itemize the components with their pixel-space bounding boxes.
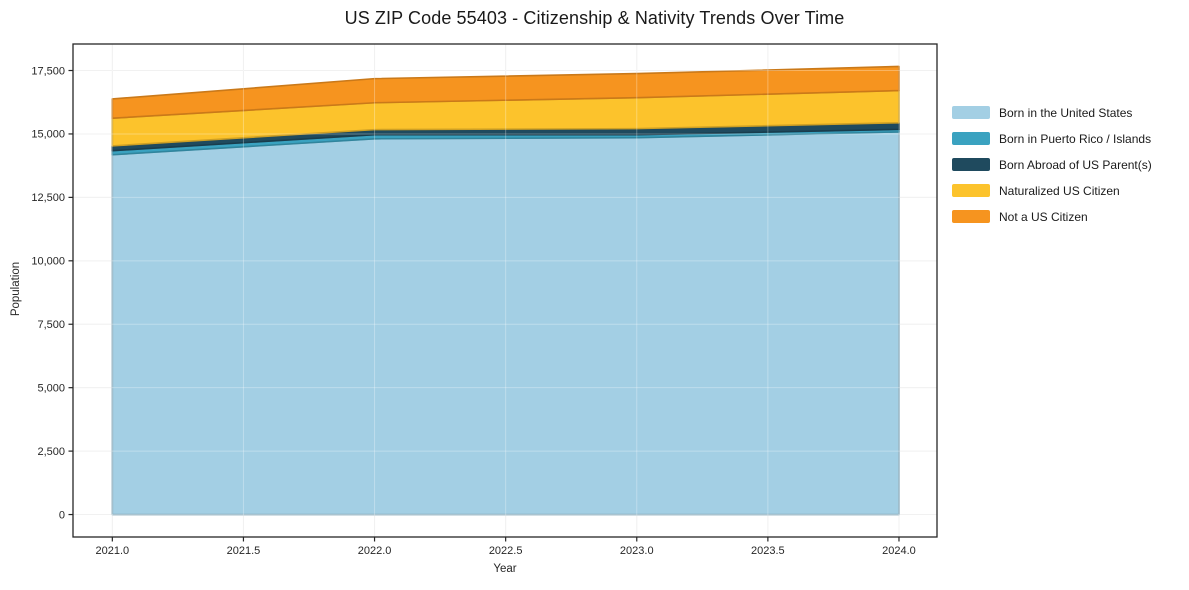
chart-title: US ZIP Code 55403 - Citizenship & Nativi…: [344, 8, 845, 28]
legend-swatch: [952, 132, 990, 145]
y-axis-label: Population: [10, 261, 22, 317]
area-not-a-us-citizen: [111, 65, 900, 120]
x-tick-label: 2021.0: [96, 545, 130, 557]
legend-swatch: [952, 184, 990, 197]
legend-swatch: [952, 210, 990, 223]
legend-item-born-in-the-united-states: Born in the United States: [952, 104, 1152, 121]
y-tick-label: 17,500: [31, 65, 65, 77]
y-tick-label: 5,000: [37, 382, 65, 394]
x-axis-ticks: 2021.0 2021.5 2022.0 2022.5 2023.0 2023.5 2024…: [96, 537, 916, 557]
legend-label: Born in Puerto Rico / Islands: [999, 131, 1152, 146]
y-tick-label: 12,500: [31, 192, 65, 204]
legend-item-naturalized-us-citizen: Naturalized US Citizen: [952, 182, 1152, 199]
gridlines-over: [73, 44, 937, 537]
legend-swatch: [952, 106, 990, 119]
legend-item-born-abroad-of-us-parents: Born Abroad of US Parent(s): [952, 156, 1152, 173]
legend: Born in the United States Born in Puerto…: [952, 104, 1152, 225]
y-axis-ticks: 0 2,500 5,000 7,500 10,000 12,500 15,000 17,500: [31, 65, 73, 521]
y-tick-label: 15,000: [31, 129, 65, 141]
x-tick-label: 2021.5: [227, 545, 261, 557]
x-tick-label: 2024.0: [882, 545, 916, 557]
x-tick-label: 2023.5: [751, 545, 785, 557]
legend-label: Not a US Citizen: [999, 209, 1088, 224]
x-tick-label: 2023.0: [620, 545, 654, 557]
legend-swatch: [952, 158, 990, 171]
legend-label: Naturalized US Citizen: [999, 183, 1120, 198]
legend-label: Born in the United States: [999, 105, 1133, 120]
legend-label: Born Abroad of US Parent(s): [999, 157, 1152, 172]
legend-item-born-in-puerto-rico-islands: Born in Puerto Rico / Islands: [952, 130, 1152, 147]
y-tick-label: 2,500: [37, 446, 65, 458]
y-tick-label: 7,500: [37, 319, 65, 331]
y-tick-label: 10,000: [31, 256, 65, 268]
legend-item-not-a-us-citizen: Not a US Citizen: [952, 208, 1152, 225]
x-axis-label: Year: [493, 563, 517, 575]
x-tick-label: 2022.0: [358, 545, 392, 557]
stacked-areas: [111, 65, 900, 516]
plot-border: [72, 43, 938, 538]
y-tick-label: 0: [59, 509, 65, 521]
x-tick-label: 2022.5: [489, 545, 523, 557]
